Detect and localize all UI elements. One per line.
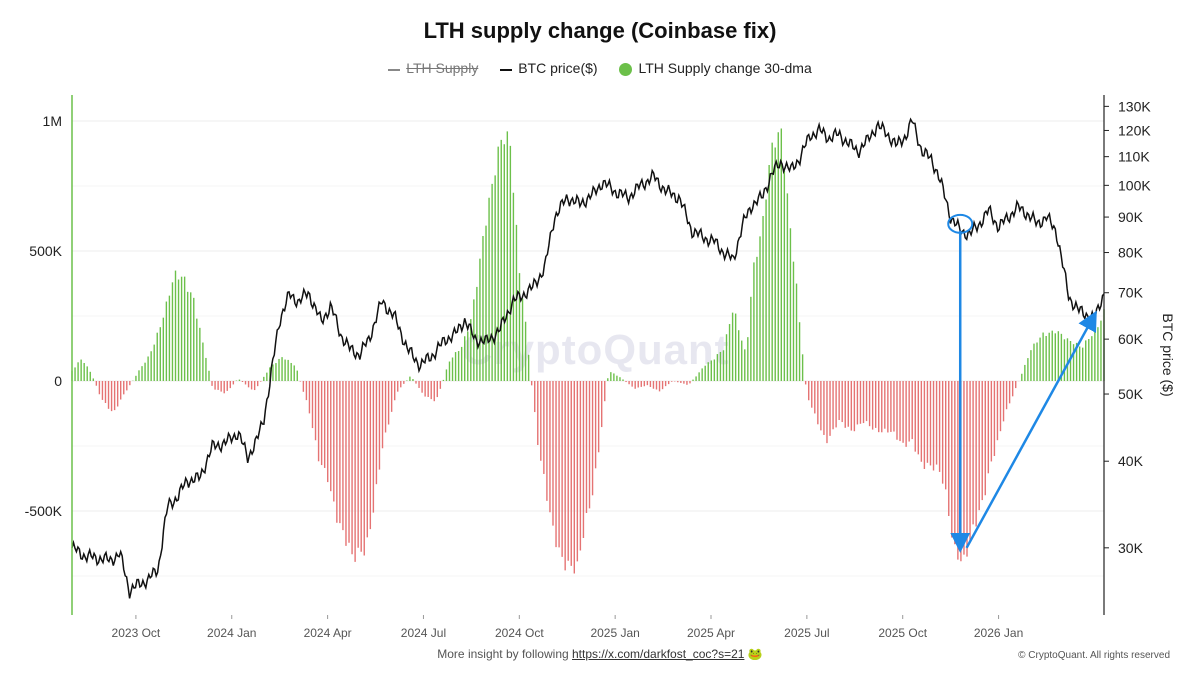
right-tick-label: 100K: [1118, 177, 1151, 193]
x-tick-label: 2025 Jan: [590, 626, 639, 640]
legend-item-lth-supply[interactable]: LTH Supply: [388, 60, 478, 76]
right-tick-label: 90K: [1118, 209, 1144, 225]
right-tick-label: 110K: [1118, 149, 1150, 165]
right-axis-title: BTC price ($): [1160, 313, 1176, 396]
legend-item-btc-price[interactable]: BTC price($): [500, 60, 598, 77]
legend-label: LTH Supply: [406, 60, 479, 77]
legend-label: LTH Supply change 30-dma: [638, 60, 812, 77]
copyright: © CryptoQuant. All rights reserved: [1018, 650, 1170, 661]
legend-swatch-dot-icon: [619, 63, 633, 77]
right-tick-label: 60K: [1118, 331, 1144, 347]
footer: More insight by following https://x.com/…: [0, 647, 1200, 661]
x-tick-label: 2024 Oct: [495, 626, 544, 640]
left-tick-label: 500K: [29, 243, 62, 259]
right-tick-label: 120K: [1118, 122, 1151, 138]
footer-text: More insight by following: [437, 647, 572, 661]
chart-title: LTH supply change (Coinbase fix): [423, 18, 777, 43]
x-tick-label: 2026 Jan: [974, 626, 1023, 640]
legend-item-lth-supply-change[interactable]: LTH Supply change 30-dma: [619, 60, 812, 77]
annotation-arrow: [965, 310, 1097, 549]
left-tick-label: 1M: [43, 113, 62, 129]
bar-series: [71, 128, 1105, 574]
right-tick-label: 80K: [1118, 245, 1144, 261]
footer-link[interactable]: https://x.com/darkfost_coc?s=21: [572, 647, 745, 661]
x-tick-label: 2025 Apr: [687, 626, 735, 640]
x-tick-label: 2023 Oct: [112, 626, 161, 640]
btc-price-line: [71, 117, 1105, 599]
legend-swatch-line-icon: [388, 68, 401, 71]
right-tick-label: 50K: [1118, 386, 1144, 402]
x-tick-label: 2024 Jan: [207, 626, 256, 640]
left-tick-label: -500K: [25, 503, 63, 519]
left-tick-label: 0: [54, 373, 62, 389]
x-tick-label: 2024 Jul: [401, 626, 446, 640]
right-tick-label: 40K: [1118, 453, 1144, 469]
right-tick-label: 30K: [1118, 540, 1144, 556]
legend: LTH Supply BTC price($) LTH Supply chang…: [0, 59, 1200, 76]
legend-label: BTC price($): [518, 60, 598, 77]
right-tick-label: 70K: [1118, 285, 1144, 301]
x-tick-label: 2025 Oct: [878, 626, 927, 640]
x-tick-label: 2024 Apr: [304, 626, 352, 640]
frog-icon: 🐸: [747, 647, 763, 661]
right-tick-label: 130K: [1118, 98, 1151, 114]
x-tick-label: 2025 Jul: [784, 626, 829, 640]
watermark: CryptoQuant: [462, 326, 730, 373]
legend-swatch-line-icon: [500, 68, 513, 71]
